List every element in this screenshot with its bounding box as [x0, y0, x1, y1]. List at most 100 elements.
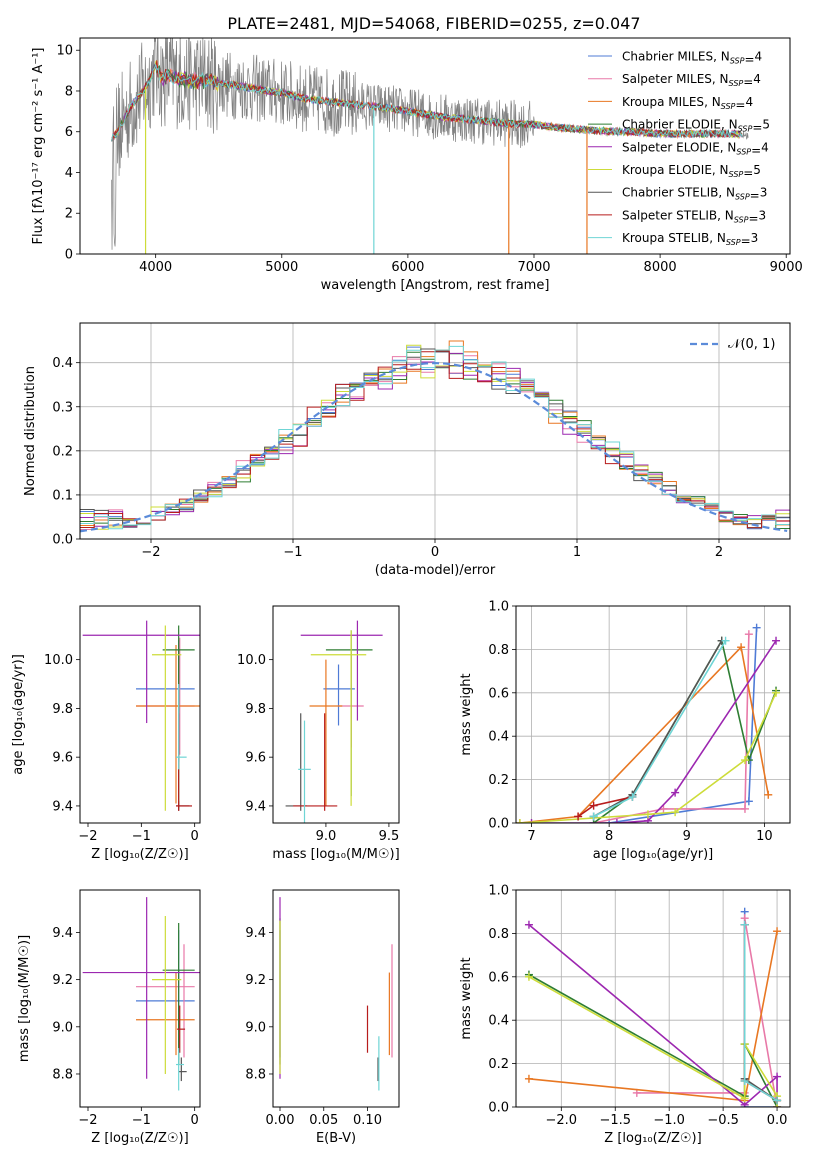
y-tick-label: 9.2: [245, 973, 266, 988]
x-tick-label: 0.0: [767, 1113, 788, 1128]
mass-weight-vs-metallicity-panel: −2.0 −1.5 −1.0 −0.5 0.0 0.0 0.2 0.4 0.6 0.8 1.0 Z […: [459, 884, 791, 1146]
y-tick-label: 9.8: [245, 702, 266, 717]
x-tick-label: 9000: [770, 260, 803, 275]
age-vs-metallicity-panel: −2 −1 0 9.4 9.6 9.8 10.0 Z [log₁₀(Z/Z☉)] age [lo…: [11, 605, 201, 862]
x-tick-label: −1: [283, 545, 302, 560]
y-axis-label: mass weight: [459, 957, 474, 1039]
axes: −2.0 −1.5 −1.0 −0.5 0.0 0.0 0.2 0.4 0.6 0.8 1.0 Z […: [459, 884, 791, 1146]
legend-nssp: , N: [712, 163, 729, 177]
legend-eq: =: [744, 53, 754, 67]
mass-weight-line: [593, 640, 723, 818]
model-spectrum-line: [111, 63, 743, 142]
plot-area: [111, 38, 749, 254]
plot-area: [82, 620, 200, 811]
x-tick-label: −0.5: [707, 1113, 739, 1128]
x-tick-label: 0: [191, 1113, 199, 1128]
y-tick-label: 10: [56, 44, 73, 59]
y-tick-label: 9.4: [245, 799, 266, 814]
x-axis-label: Z [log₁₀(Z/Z☉)]: [91, 847, 188, 862]
plot-area: [285, 620, 383, 823]
x-tick-label: 10: [756, 829, 773, 844]
legend-nssp-value: 5: [753, 163, 761, 177]
y-axis-label: age [log₁₀(age/yr)]: [11, 654, 26, 775]
axes-frame: [79, 37, 791, 255]
legend-eq: =: [751, 143, 761, 157]
axes: 9.0 9.5 9.4 9.6 9.8 10.0 mass [log₁₀(M/M☉)]: [237, 605, 400, 862]
legend-nssp: , N: [704, 95, 721, 109]
legend-model-name: Salpeter ELODIE: [622, 140, 720, 154]
model-spectrum-line: [111, 64, 743, 142]
legend-label: Chabrier MILES, NSSP=4: [622, 50, 762, 67]
x-tick-label: 8000: [644, 260, 677, 275]
legend-model-name: Kroupa ELODIE: [622, 163, 712, 177]
legend-nssp-subscript: SSP: [734, 215, 749, 224]
x-tick-label: 0.00: [266, 1113, 295, 1128]
legend-normal-label: 𝒩(0, 1): [728, 337, 775, 352]
mass-weight-line: [519, 645, 770, 823]
y-tick-label: 8: [65, 84, 73, 99]
axes: −2 −1 0 1 2 0.0 0.1 0.2 0.3 0.4 (data-model)/error…: [23, 322, 791, 578]
legend-eq: =: [735, 98, 745, 112]
figure-title: PLATE=2481, MJD=54068, FIBERID=0255, z=0…: [227, 14, 640, 33]
axes: −2 −1 0 8.8 9.0 9.2 9.4 Z [log₁₀(Z/Z☉)] mass [lo…: [17, 889, 201, 1146]
x-tick-label: −2: [78, 829, 97, 844]
x-tick-label: 2: [715, 545, 723, 560]
mass-vs-metallicity-panel: −2 −1 0 8.8 9.0 9.2 9.4 Z [log₁₀(Z/Z☉)] mass [lo…: [17, 889, 201, 1146]
y-tick-label: 9.4: [52, 799, 73, 814]
spectrum-panel: 4000 5000 6000 7000 8000 9000 0 2 4 6 8 10 wavelengt…: [31, 37, 803, 293]
y-tick-label: 0.3: [52, 400, 73, 415]
model-spectrum-line: [111, 60, 743, 142]
legend-eq: =: [743, 75, 753, 89]
y-tick-label: 9.4: [52, 926, 73, 941]
x-tick-label: 6000: [391, 260, 424, 275]
y-tick-label: 8.8: [52, 1067, 73, 1082]
y-tick-label: 0.8: [488, 643, 509, 658]
mass-vs-ebv-panel: 0.00 0.05 0.10 8.8 9.0 9.2 9.4 E(B-V): [245, 889, 400, 1146]
legend-model-name: Salpeter STELIB: [622, 208, 717, 222]
legend-nssp-subscript: SSP: [729, 170, 744, 179]
legend-nssp: , N: [717, 208, 734, 222]
legend-label: Salpeter STELIB, NSSP=3: [622, 208, 766, 225]
y-tick-label: 0.2: [488, 773, 509, 788]
x-tick-label: −2: [141, 545, 160, 560]
mass-weight-line: [528, 973, 778, 1107]
legend-label: Kroupa ELODIE, NSSP=5: [622, 163, 761, 180]
y-tick-label: 9.6: [245, 751, 266, 766]
mass-weight-vs-age-panel: 7 8 9 10 0.0 0.2 0.4 0.6 0.8 1.0 age [log₁₀(age/yr…: [459, 600, 791, 862]
x-axis-label: mass [log₁₀(M/M☉)]: [272, 847, 399, 862]
y-tick-label: 0.2: [488, 1057, 509, 1072]
mass-weight-line: [636, 918, 778, 1107]
legend-model-name: Salpeter MILES: [622, 72, 712, 86]
axes-frame: [272, 605, 400, 824]
y-tick-label: 6: [65, 125, 73, 140]
normal-curve-line: [80, 362, 788, 533]
y-tick-label: 0.4: [52, 356, 73, 371]
age-vs-mass-panel: 9.0 9.5 9.4 9.6 9.8 10.0 mass [log₁₀(M/M☉)]: [237, 605, 400, 862]
legend-nssp: , N: [712, 72, 729, 86]
legend-eq: =: [741, 234, 751, 248]
y-tick-label: 1.0: [488, 884, 509, 899]
y-tick-label: 0.4: [488, 730, 509, 745]
legend-nssp: , N: [713, 50, 730, 64]
plot-area: [82, 897, 200, 1091]
legend-nssp-value: 4: [755, 50, 763, 64]
legend-label: Salpeter ELODIE, NSSP=4: [622, 140, 769, 157]
plot-area: [279, 897, 393, 1091]
x-axis-label: Z [log₁₀(Z/Z☉)]: [604, 1131, 701, 1146]
x-tick-label: 7000: [517, 260, 550, 275]
mass-weight-line: [531, 640, 777, 823]
axes-frame: [79, 605, 201, 824]
legend-nssp-subscript: SSP: [738, 125, 753, 134]
y-tick-label: 0.0: [488, 817, 509, 832]
y-tick-label: 1.0: [488, 600, 509, 615]
legend-nssp-value: 4: [761, 140, 769, 154]
y-tick-label: 0.6: [488, 970, 509, 985]
legend-label: Kroupa STELIB, NSSP=3: [622, 231, 758, 248]
x-tick-label: 0: [191, 829, 199, 844]
x-tick-label: 0: [431, 545, 439, 560]
y-axis-label: mass weight: [459, 673, 474, 755]
x-tick-label: 8: [605, 829, 613, 844]
plot-area: [524, 907, 782, 1107]
axes-frame: [515, 605, 791, 824]
